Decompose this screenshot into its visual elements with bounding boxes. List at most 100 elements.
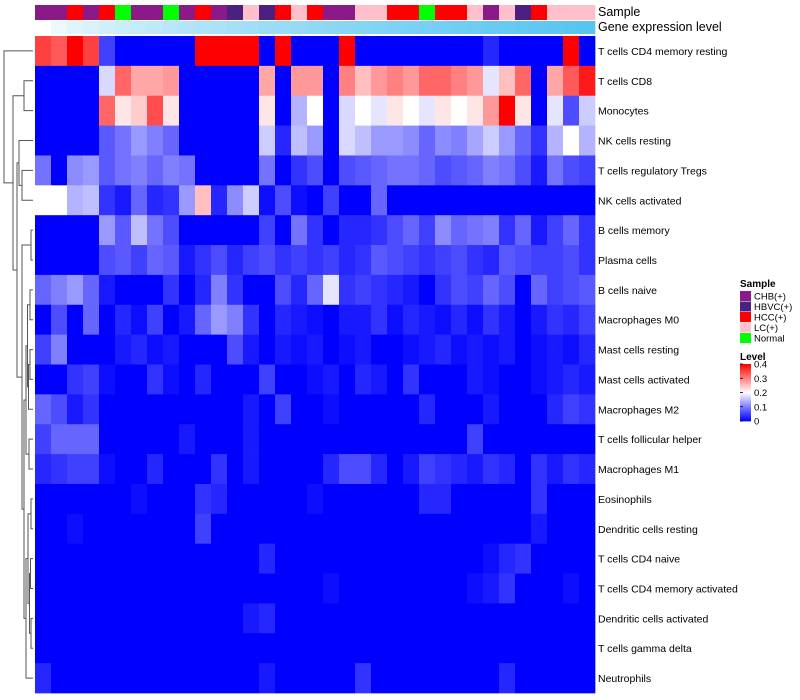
heatmap-cell bbox=[547, 513, 564, 545]
expression-annotation-cell bbox=[323, 21, 340, 34]
heatmap-cell bbox=[291, 36, 308, 67]
heatmap-cell bbox=[179, 185, 196, 216]
heatmap-cell bbox=[51, 304, 68, 335]
heatmap-cell bbox=[467, 663, 484, 694]
heatmap-cell bbox=[467, 215, 484, 246]
heatmap-cell bbox=[579, 633, 596, 664]
sample-annotation-cell bbox=[499, 5, 516, 20]
heatmap-cell bbox=[467, 274, 484, 306]
heatmap-cell bbox=[163, 483, 180, 515]
heatmap-cell bbox=[195, 633, 212, 664]
heatmap-cell bbox=[371, 304, 388, 335]
heatmap-cell bbox=[355, 424, 372, 455]
heatmap-cell bbox=[115, 125, 132, 156]
heatmap-cell bbox=[483, 334, 500, 365]
heatmap-cell bbox=[579, 125, 596, 156]
heatmap-cell bbox=[275, 543, 292, 574]
heatmap-cell bbox=[371, 215, 388, 246]
heatmap-cell bbox=[163, 454, 180, 485]
legend-level-gradient-step bbox=[740, 386, 751, 389]
heatmap-cell bbox=[371, 633, 388, 664]
heatmap-cell bbox=[451, 603, 468, 634]
heatmap-cell bbox=[435, 454, 452, 485]
heatmap-cell bbox=[435, 483, 452, 515]
heatmap-cell bbox=[355, 334, 372, 365]
heatmap-cell bbox=[547, 155, 564, 186]
heatmap-cell bbox=[339, 304, 356, 335]
dendrogram-branch bbox=[28, 438, 33, 470]
heatmap-cell bbox=[211, 65, 228, 97]
legend-level-gradient-step bbox=[740, 381, 751, 383]
heatmap-cell bbox=[355, 274, 372, 306]
legend-level-gradient-step bbox=[740, 413, 751, 416]
heatmap-cell bbox=[227, 454, 244, 485]
expression-annotation-cell bbox=[83, 21, 100, 34]
heatmap-cell bbox=[195, 573, 212, 604]
heatmap-cell bbox=[371, 95, 388, 126]
row-label: Mast cells activated bbox=[598, 374, 690, 386]
heatmap-cell bbox=[83, 215, 100, 246]
heatmap-cell bbox=[131, 334, 148, 365]
heatmap-cell bbox=[227, 603, 244, 634]
heatmap-cell bbox=[83, 36, 100, 67]
sample-annotation-cell bbox=[99, 5, 116, 20]
heatmap-cell bbox=[179, 65, 196, 97]
heatmap-cell bbox=[307, 245, 324, 276]
heatmap-cell bbox=[259, 663, 276, 694]
heatmap-cell bbox=[435, 304, 452, 335]
heatmap-cell bbox=[307, 274, 324, 306]
heatmap-cell bbox=[339, 125, 356, 156]
legend-level-gradient-step bbox=[740, 399, 751, 402]
heatmap-cell bbox=[547, 603, 564, 634]
row-label: T cells regulatory Tregs bbox=[598, 165, 707, 177]
heatmap-cell bbox=[211, 394, 228, 425]
heatmap-cell bbox=[211, 334, 228, 365]
heatmap-cell bbox=[131, 483, 148, 515]
heatmap-cell bbox=[211, 364, 228, 395]
sample-annotation-cell bbox=[339, 5, 356, 20]
heatmap-cell bbox=[371, 483, 388, 515]
heatmap-cell bbox=[355, 65, 372, 97]
heatmap-cell bbox=[195, 304, 212, 335]
heatmap-cell bbox=[403, 483, 420, 515]
row-label: Mast cells resting bbox=[598, 345, 679, 357]
row-label: Dendritic cells activated bbox=[598, 613, 708, 625]
heatmap-cell bbox=[307, 334, 324, 365]
heatmap-cell bbox=[99, 364, 116, 395]
heatmap-cell bbox=[291, 394, 308, 425]
heatmap-cell bbox=[227, 155, 244, 186]
heatmap-cell bbox=[179, 36, 196, 67]
heatmap-cell bbox=[147, 215, 164, 246]
heatmap-cell bbox=[563, 633, 580, 664]
heatmap-cell bbox=[515, 663, 532, 694]
heatmap-cell bbox=[259, 245, 276, 276]
heatmap-cell bbox=[163, 304, 180, 335]
heatmap-cell bbox=[467, 454, 484, 485]
heatmap-cell bbox=[579, 364, 596, 395]
heatmap-cell bbox=[547, 424, 564, 455]
heatmap-cell bbox=[243, 424, 260, 455]
expression-annotation-cell bbox=[547, 21, 564, 34]
expression-annotation-cell bbox=[515, 21, 532, 34]
heatmap-cell bbox=[531, 603, 548, 634]
heatmap-cell bbox=[99, 95, 116, 126]
heatmap-cell bbox=[579, 65, 596, 97]
heatmap-cell bbox=[131, 215, 148, 246]
heatmap-cell bbox=[179, 245, 196, 276]
legend-level-gradient-step bbox=[740, 368, 751, 371]
heatmap-cell bbox=[467, 573, 484, 604]
heatmap-cell bbox=[403, 215, 420, 246]
heatmap-cell bbox=[99, 304, 116, 335]
heatmap-cell bbox=[147, 364, 164, 395]
heatmap-cell bbox=[291, 483, 308, 515]
heatmap-cell bbox=[547, 274, 564, 306]
heatmap-cell bbox=[115, 36, 132, 67]
heatmap-cell bbox=[99, 185, 116, 216]
heatmap-cell bbox=[451, 573, 468, 604]
heatmap-cell bbox=[515, 334, 532, 365]
heatmap-cell bbox=[339, 274, 356, 306]
heatmap-cell bbox=[179, 304, 196, 335]
heatmap-cell bbox=[99, 573, 116, 604]
heatmap-cell bbox=[243, 245, 260, 276]
heatmap-cell bbox=[323, 65, 340, 97]
